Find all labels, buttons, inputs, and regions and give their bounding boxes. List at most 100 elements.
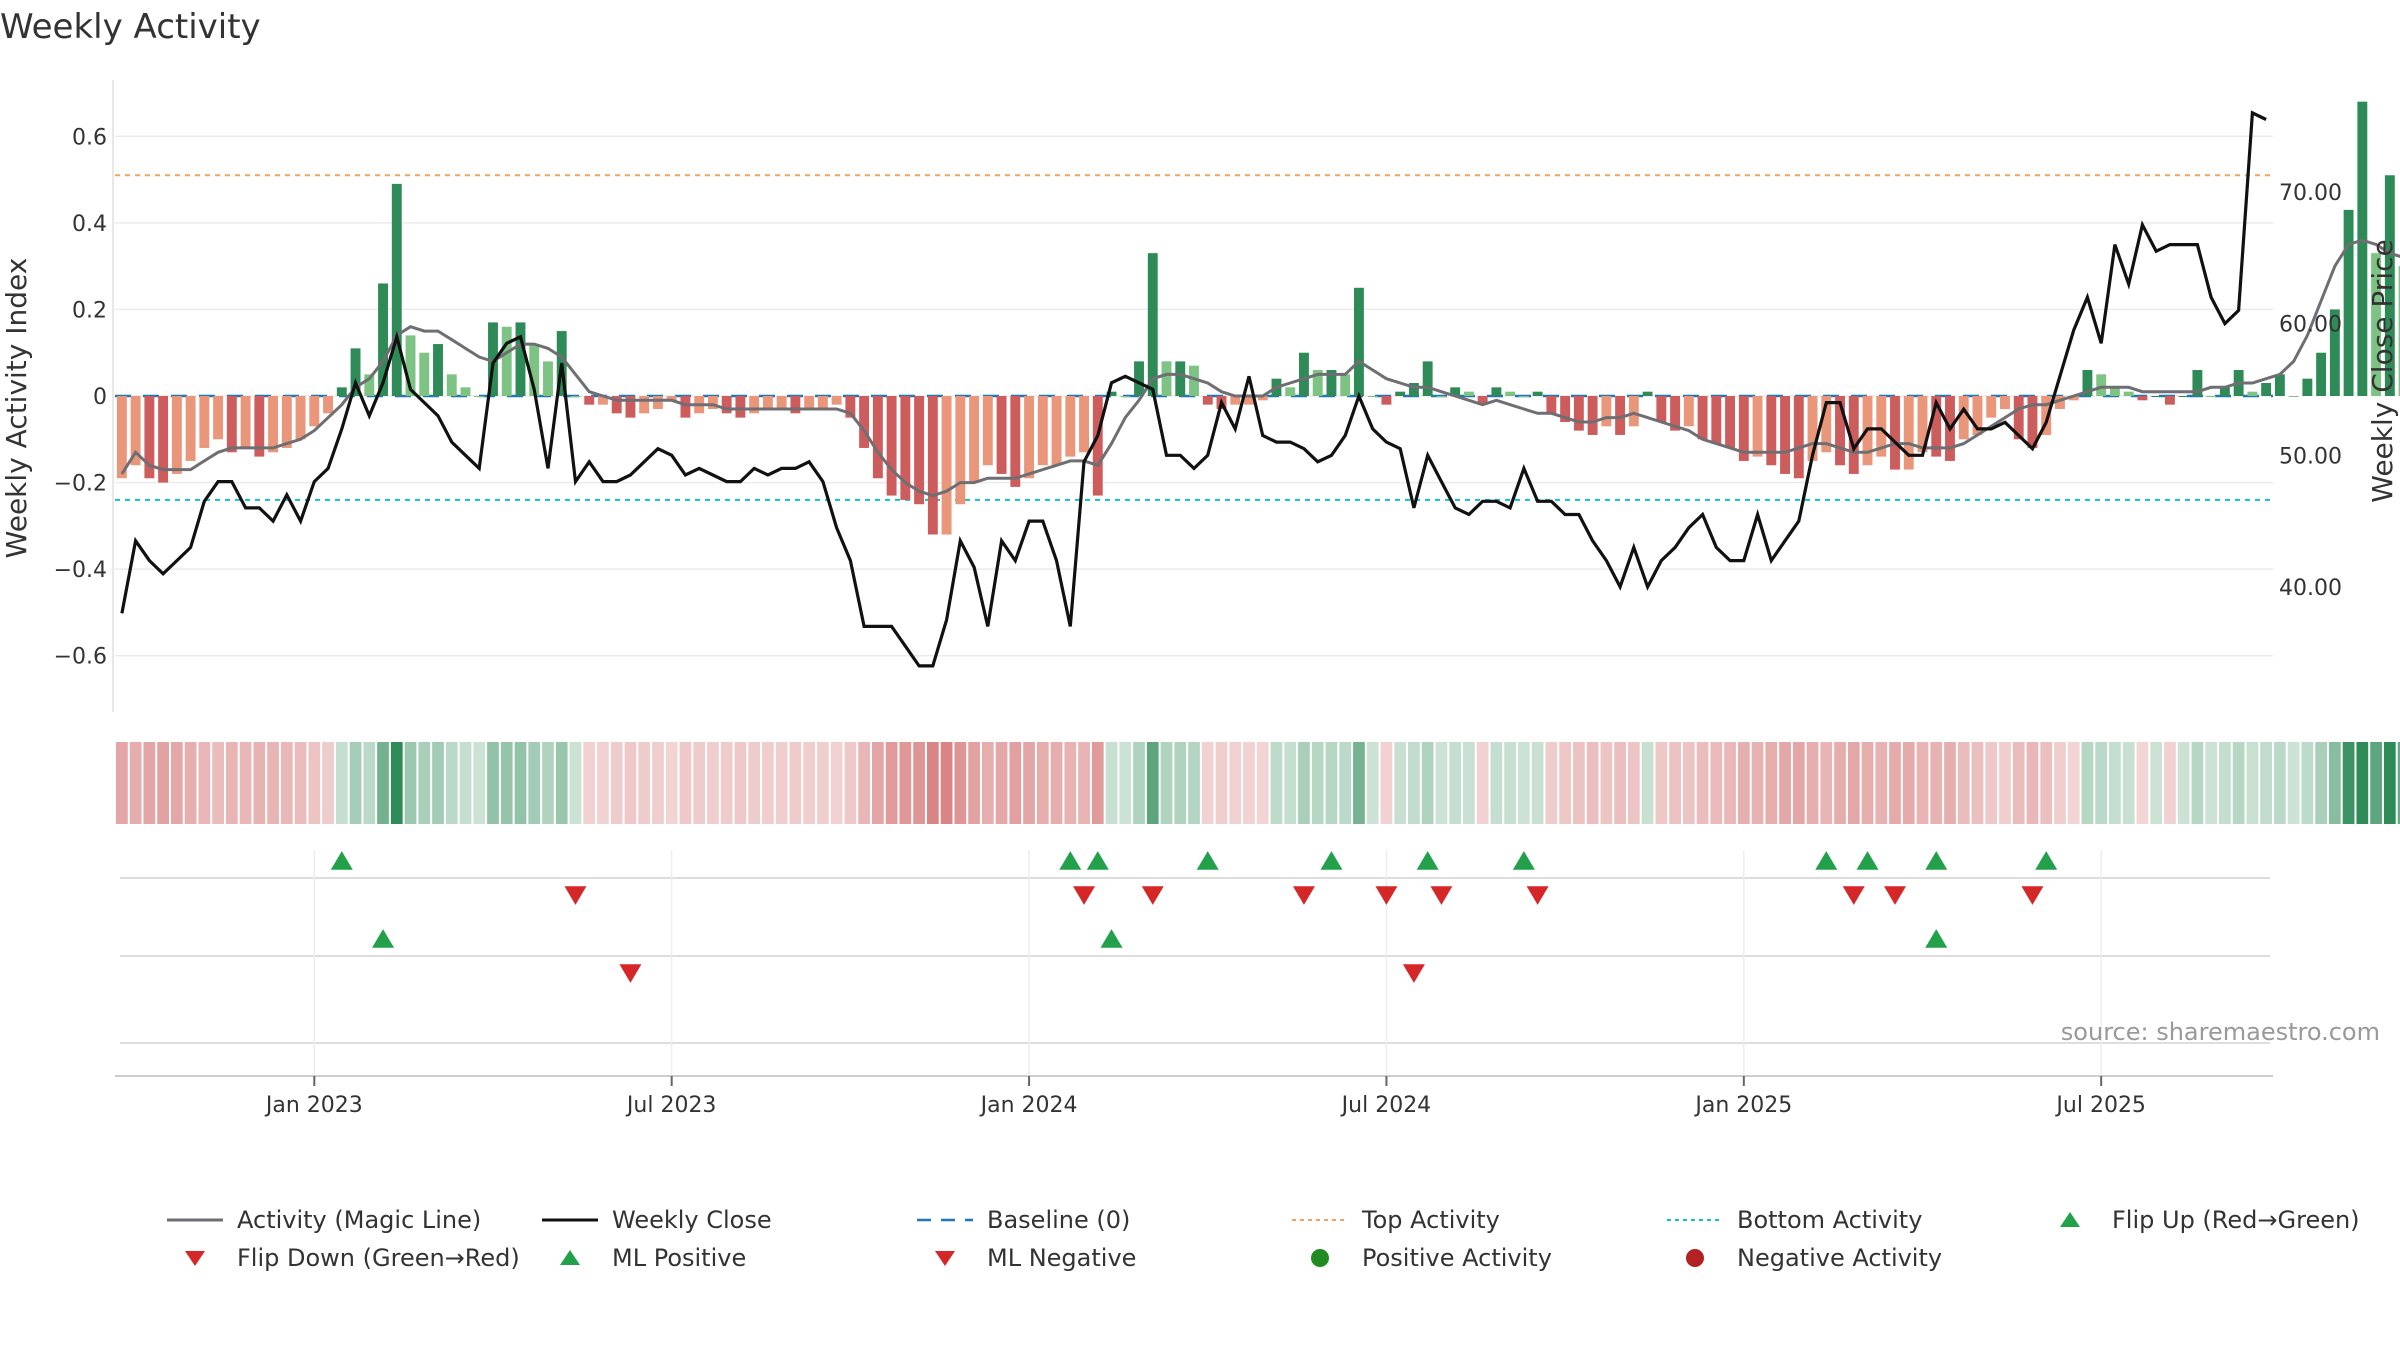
heat-strip-cell <box>789 742 802 824</box>
heat-strip-cell <box>610 742 623 824</box>
flip-down-marker <box>1430 886 1453 905</box>
heat-strip-cell <box>2150 742 2163 824</box>
heat-strip-cell <box>390 742 403 824</box>
flip-down-marker <box>564 886 587 905</box>
heat-strip-cell <box>2067 742 2080 824</box>
flip-up-marker <box>1059 851 1082 870</box>
heat-strip-cell <box>2342 742 2355 824</box>
heat-strip-cell <box>2383 742 2396 824</box>
heat-strip-cell <box>1256 742 1269 824</box>
activity-bar <box>1326 370 1337 396</box>
heat-strip-cell <box>500 742 513 824</box>
heat-strip-cell <box>267 742 279 824</box>
legend-swatch-flip_up <box>2060 1212 2080 1227</box>
activity-bar <box>1793 396 1804 479</box>
activity-bar <box>721 396 732 414</box>
heat-strip-cell <box>1531 742 1544 824</box>
heat-strip-cell <box>129 742 142 824</box>
heat-strip-cell <box>1078 742 1090 824</box>
activity-bar <box>584 396 595 405</box>
legend-item-magic: Activity (Magic Line) <box>165 1204 481 1236</box>
heat-strip-cell <box>308 742 321 824</box>
heat-strip-cell <box>349 742 362 824</box>
activity-bar <box>1491 387 1502 396</box>
y-tick-label: −0.6 <box>54 645 107 670</box>
heat-strip-cell <box>2260 742 2272 824</box>
axes: 0.6 0.4 0.2 0 −0.2 −0.4 −0.6 70.00 60.00 50.00 40.… <box>0 80 2399 1118</box>
heat-strip-cell <box>1449 742 1462 824</box>
y-tick-label: −0.2 <box>54 472 107 497</box>
heat-strip-cell <box>2177 742 2190 824</box>
activity-bar <box>2357 101 2368 397</box>
heat-strip-cell <box>926 742 939 824</box>
flip-up-marker <box>1925 851 1948 870</box>
legend-item-top: Top Activity <box>1290 1204 1500 1236</box>
legend-item-neg_dot: Negative Activity <box>1665 1242 1942 1274</box>
heat-strip-cell <box>1545 742 1558 824</box>
heat-strip-cell <box>1614 742 1626 824</box>
heat-strip-cell <box>1105 742 1118 824</box>
legend-item-flip_down: Flip Down (Green→Red) <box>165 1242 520 1274</box>
activity-bar <box>2164 396 2175 405</box>
activity-bar <box>1065 396 1076 457</box>
x-tick-label: Jul 2025 <box>2054 1093 2146 1118</box>
activity-bar <box>185 396 196 461</box>
activity-bar <box>1752 396 1763 457</box>
y2-tick-label: 50.00 <box>2279 444 2342 469</box>
y2-tick-label: 70.00 <box>2279 181 2342 206</box>
heat-strip-cell <box>2205 742 2218 824</box>
heat-strip-cell <box>1751 742 1764 824</box>
activity-bar <box>1958 396 1969 440</box>
chart-title: Weekly Activity <box>0 7 261 47</box>
activity-bar <box>1656 396 1667 422</box>
activity-bar <box>1312 370 1323 396</box>
heat-strip-cell <box>170 742 183 824</box>
heat-strip-cell <box>2109 742 2121 824</box>
activity-bar <box>1903 396 1914 470</box>
heat-strip-cell <box>2232 742 2245 824</box>
heat-strip-cell <box>1394 742 1407 824</box>
legend-label: Weekly Close <box>612 1206 772 1234</box>
activity-bar <box>1890 396 1900 470</box>
heat-strip-cell <box>1627 742 1640 824</box>
heat-strip-cell <box>1188 742 1200 824</box>
activity-bar <box>1147 253 1158 396</box>
activity-bar <box>1917 396 1928 453</box>
heat-strip-cell <box>1902 742 1915 824</box>
heat-strip-cell <box>2287 742 2300 824</box>
magic-line-series <box>120 238 2400 498</box>
heat-strip-cell <box>1091 742 1104 824</box>
flip-up-marker <box>330 851 353 870</box>
y-tick-label: 0 <box>93 385 107 410</box>
heat-strip-cell <box>954 742 967 824</box>
heat-strip-cell <box>2246 742 2259 824</box>
heat-strip-cell <box>377 742 389 824</box>
activity-bar <box>1285 387 1296 396</box>
activity-bar <box>2398 266 2400 396</box>
activity-bar <box>1450 387 1461 396</box>
activity-bar <box>1931 396 1942 457</box>
activity-bar <box>515 322 526 396</box>
activity-bar <box>350 348 361 396</box>
heat-strip-cell <box>1861 742 1874 824</box>
heat-strip-cell <box>1160 742 1173 824</box>
heat-strip-cell <box>1572 742 1585 824</box>
heat-strip-cell <box>1366 742 1379 824</box>
activity-bar <box>116 396 127 479</box>
heat-strip-cell <box>1009 742 1022 824</box>
heat-strip-cell <box>542 742 554 824</box>
activity-bar <box>199 396 210 448</box>
activity-bar <box>2192 370 2203 396</box>
activity-bar <box>1037 396 1048 466</box>
activity-bar <box>1340 374 1351 396</box>
activity-bar <box>1876 396 1887 457</box>
heat-strip-cell <box>679 742 692 824</box>
y2-tick-label: 60.00 <box>2279 313 2342 338</box>
heat-strip-cell <box>1916 742 1929 824</box>
activity-bar <box>611 396 622 414</box>
heat-strip-cell <box>2026 742 2039 824</box>
legend-swatch-magic <box>167 1218 223 1222</box>
legend-swatch-neg_dot <box>1686 1249 1704 1267</box>
legend-label: Top Activity <box>1362 1206 1500 1234</box>
